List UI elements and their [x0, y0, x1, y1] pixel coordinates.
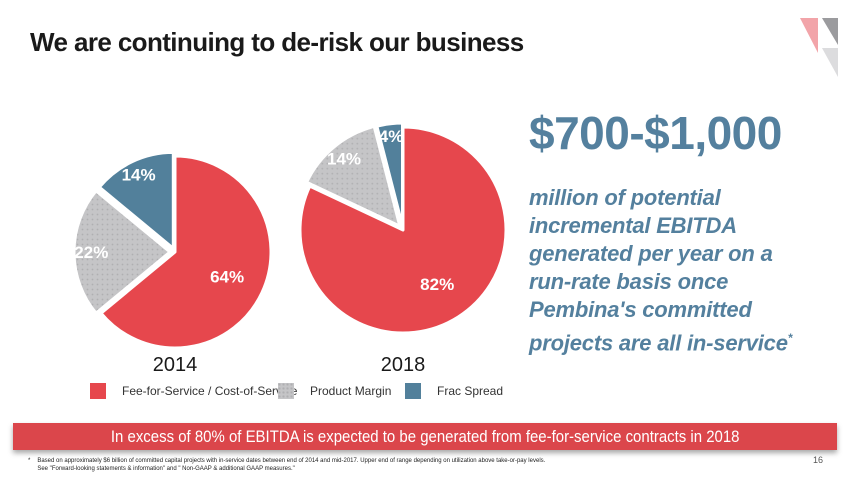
logo-triangle-pink: [800, 18, 818, 53]
pie-slice: [99, 154, 273, 350]
pembina-logo-icon: [800, 18, 838, 77]
pie-value-label: 22%: [74, 243, 108, 262]
pie-slice: [375, 121, 404, 228]
legend-label: Fee-for-Service / Cost-of-Service: [122, 384, 298, 398]
logo-triangle-gray: [822, 18, 838, 45]
footnote-line-2: See "Forward-looking statements & inform…: [37, 466, 295, 472]
highlight-headline: $700-$1,000: [529, 107, 782, 159]
pie-year-label-2018: 2018: [380, 354, 426, 376]
pie-slice: [72, 189, 172, 315]
highlight-body: million of potential incremental EBITDA …: [529, 184, 849, 357]
legend: Fee-for-Service / Cost-of-Service Product…: [0, 383, 851, 403]
pie-value-label: 14%: [122, 166, 156, 185]
slide-title: We are continuing to de-risk our busines…: [30, 27, 524, 57]
banner: In excess of 80% of EBITDA is expected t…: [13, 423, 837, 450]
pie-slice: [97, 150, 175, 250]
footnote-lines: Based on approximately $6 billion of com…: [37, 457, 545, 473]
pie-slice: [298, 125, 508, 335]
banner-text: In excess of 80% of EBITDA is expected t…: [110, 427, 740, 446]
pie-chart-2018: 82% 14% 4%: [298, 121, 508, 335]
footnote-marker: *: [28, 458, 31, 464]
footnote: * Based on approximately $6 billion of c…: [28, 457, 545, 473]
pie-value-label: 64%: [210, 268, 244, 287]
legend-swatch: [278, 383, 294, 399]
pie-year-label-2014: 2014: [152, 354, 198, 376]
highlight-body-text: million of potential incremental EBITDA …: [529, 185, 788, 356]
highlight-block: $700-$1,000 million of potential increme…: [529, 108, 849, 357]
legend-label: Product Margin: [310, 384, 392, 398]
legend-label: Frac Spread: [437, 384, 504, 398]
pie-value-label: 82%: [420, 275, 454, 294]
highlight-footnote-marker: *: [787, 331, 793, 345]
pie-chart-2014: 64% 22% 14%: [72, 150, 273, 350]
legend-swatch: [405, 383, 421, 399]
logo-triangle-lightgray: [822, 48, 838, 77]
legend-swatch: [90, 383, 106, 399]
pie-slice: [305, 124, 402, 228]
pie-value-label: 4%: [379, 127, 404, 146]
page-number: 16: [812, 455, 823, 465]
legend-item: Product Margin: [278, 383, 391, 399]
footnote-line-1: Based on approximately $6 billion of com…: [37, 458, 546, 464]
legend-item: Frac Spread: [405, 383, 503, 399]
pie-value-label: 14%: [327, 150, 361, 169]
legend-item: Fee-for-Service / Cost-of-Service: [90, 383, 297, 399]
